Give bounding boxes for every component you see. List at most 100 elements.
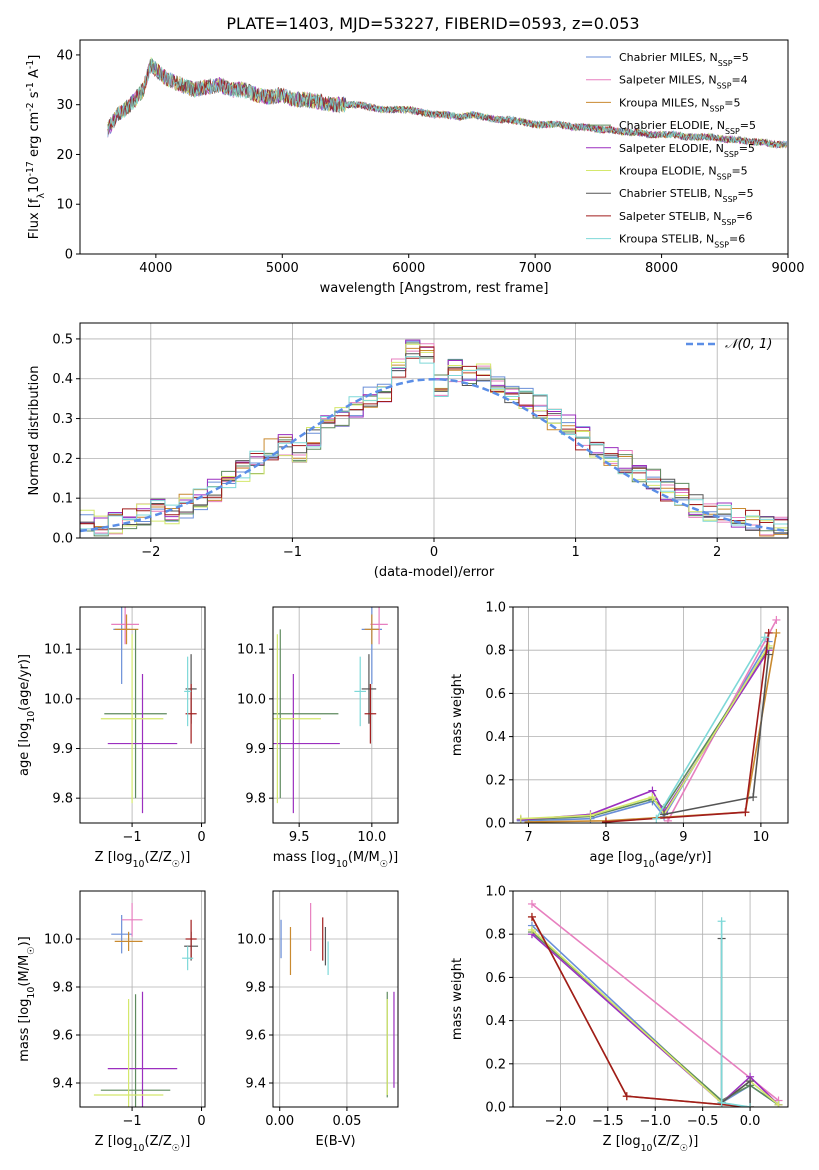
axes-frame — [79, 606, 206, 824]
x-tick-label: −0.5 — [687, 1114, 719, 1129]
legend-label: Kroupa MILES, NSSP​=5 — [619, 96, 740, 113]
y-tick-label: 9.9 — [52, 742, 73, 757]
x-tick-label: 1 — [571, 545, 579, 560]
panel-mass-weight-vs-age: 7 8 9 10 0.0 0.2 0.4 0.6 0.8 1.0 age [log10​(age/y… — [450, 601, 789, 870]
x-tick-label: 10 — [753, 830, 770, 845]
axes-frame — [512, 890, 789, 1108]
plus-marker — [622, 1092, 631, 1101]
errorbar-point — [111, 607, 140, 645]
plus-marker — [746, 1077, 755, 1086]
mass-weight-line — [531, 933, 780, 1106]
errorbar-point — [93, 999, 164, 1107]
errorbar-point — [104, 629, 167, 799]
y-tick-label: 40 — [56, 48, 73, 63]
y-tick-label: 9.9 — [245, 742, 266, 757]
x-tick-label: −1 — [122, 830, 141, 845]
y-tick-label: 0.8 — [485, 928, 506, 943]
errorbar-point — [100, 994, 171, 1107]
y-tick-label: 0 — [65, 248, 73, 263]
errorbar-point — [364, 683, 377, 744]
y-tick-label: 0.0 — [52, 532, 73, 547]
y-tick-label: 0.2 — [485, 773, 506, 788]
errorbar-point — [273, 629, 339, 799]
x-axis-label: wavelength [Angstrom, rest frame] — [320, 281, 549, 296]
y-tick-label: 0.4 — [485, 1014, 506, 1029]
x-tick-label: 0 — [430, 545, 438, 560]
x-axis-label: age [log10​(age/yr)] — [590, 850, 712, 870]
plots: 4000 5000 6000 7000 8000 9000010203040wavelen… — [17, 39, 805, 1154]
plot-area — [527, 899, 783, 1107]
plus-marker — [601, 817, 610, 823]
legend-label: Chabrier STELIB, NSSP​=5 — [619, 187, 754, 204]
plus-marker — [717, 1098, 726, 1107]
axes-frame — [512, 606, 789, 824]
panel-mass-weight-vs-Z: −2.0 −1.5 −1.0 −0.5 0.0 0.0 0.2 0.4 0.6 0.8 1.0 Z [… — [450, 885, 789, 1154]
gaussian-curve — [80, 377, 788, 533]
x-tick-label: 0 — [197, 830, 205, 845]
x-tick-label: 2 — [713, 545, 721, 560]
errorbar-point — [273, 674, 340, 814]
y-axis-label: Normed distribution — [27, 366, 42, 496]
errorbar-point — [370, 607, 388, 645]
histogram-step — [80, 356, 788, 538]
y-axis-label: age [log10​(age/yr)] — [17, 654, 37, 776]
mass-weight-line — [720, 921, 751, 1107]
y-tick-label: 10.1 — [44, 643, 73, 658]
plus-marker — [764, 641, 773, 650]
y-tick-label: 9.8 — [52, 792, 73, 807]
x-tick-label: 7000 — [519, 261, 552, 276]
y-tick-label: 0.4 — [52, 372, 73, 387]
y-tick-label: 30 — [56, 98, 73, 113]
y-tick-label: 9.8 — [52, 981, 73, 996]
mass-weight-line — [531, 903, 779, 1102]
legend: Chabrier MILES, NSSP​=5 Salpeter MILES, N… — [586, 51, 756, 249]
plus-marker — [586, 811, 595, 820]
x-tick-label: 0.00 — [265, 1114, 294, 1129]
y-tick-label: 0.3 — [52, 412, 73, 427]
errorbar-point — [185, 919, 197, 959]
y-tick-label: 0.2 — [485, 1057, 506, 1072]
x-tick-label: 4000 — [139, 261, 172, 276]
x-tick-label: 8000 — [645, 261, 678, 276]
x-tick-label: 5000 — [266, 261, 299, 276]
errorbar-point — [354, 656, 367, 727]
plus-marker — [527, 925, 536, 934]
legend-label: Kroupa STELIB, NSSP​=6 — [619, 233, 745, 250]
plus-marker — [741, 808, 750, 817]
x-tick-label: 6000 — [392, 261, 425, 276]
x-axis-label: (data-model)/error — [374, 565, 495, 580]
y-tick-label: 9.4 — [245, 1077, 266, 1092]
y-tick-label: 9.4 — [52, 1077, 73, 1092]
plot-area — [100, 607, 197, 814]
y-tick-label: 0.6 — [485, 971, 506, 986]
legend-label: Salpeter ELODIE, NSSP​=5 — [619, 142, 755, 159]
legend-label: Salpeter MILES, NSSP​=4 — [619, 74, 748, 91]
plot-area — [280, 903, 395, 1098]
y-tick-label: 9.6 — [245, 1029, 266, 1044]
legend-label: 𝒩(0, 1) — [725, 337, 772, 352]
axes-frame — [79, 322, 789, 539]
plus-marker — [749, 793, 758, 802]
y-tick-label: 9.6 — [52, 1029, 73, 1044]
page-title: PLATE=1403, MJD=53227, FIBERID=0593, z=0… — [226, 14, 639, 33]
x-axis-label: Z [log10​(Z/Z☉​)] — [95, 1134, 191, 1154]
legend-label: Chabrier MILES, NSSP​=5 — [619, 51, 749, 68]
errorbar-point — [114, 931, 143, 951]
panel-age-vs-Z: −1 0 9.8 9.9 10.0 10.1 Z [log10​(Z/Z☉​)] age [l… — [17, 606, 206, 870]
y-tick-label: 20 — [56, 148, 73, 163]
plot-area — [107, 57, 788, 150]
errorbar-point — [184, 656, 192, 727]
panel-mass-vs-EBV: 0.00 0.05 9.4 9.6 9.8 10.0 E(B-V) — [237, 890, 399, 1149]
mass-weight-line — [531, 916, 751, 1107]
errorbar-point — [100, 634, 164, 804]
y-tick-label: 0.4 — [485, 730, 506, 745]
x-tick-label: 10.0 — [357, 830, 386, 845]
errorbar-point — [114, 614, 139, 645]
x-tick-label: −1 — [122, 1114, 141, 1129]
legend-label: Chabrier ELODIE, NSSP​=5 — [619, 119, 756, 136]
mass-weight-line — [520, 649, 770, 821]
plus-marker — [652, 814, 661, 823]
y-tick-label: 0.2 — [52, 452, 73, 467]
x-tick-label: −1.5 — [592, 1114, 624, 1129]
